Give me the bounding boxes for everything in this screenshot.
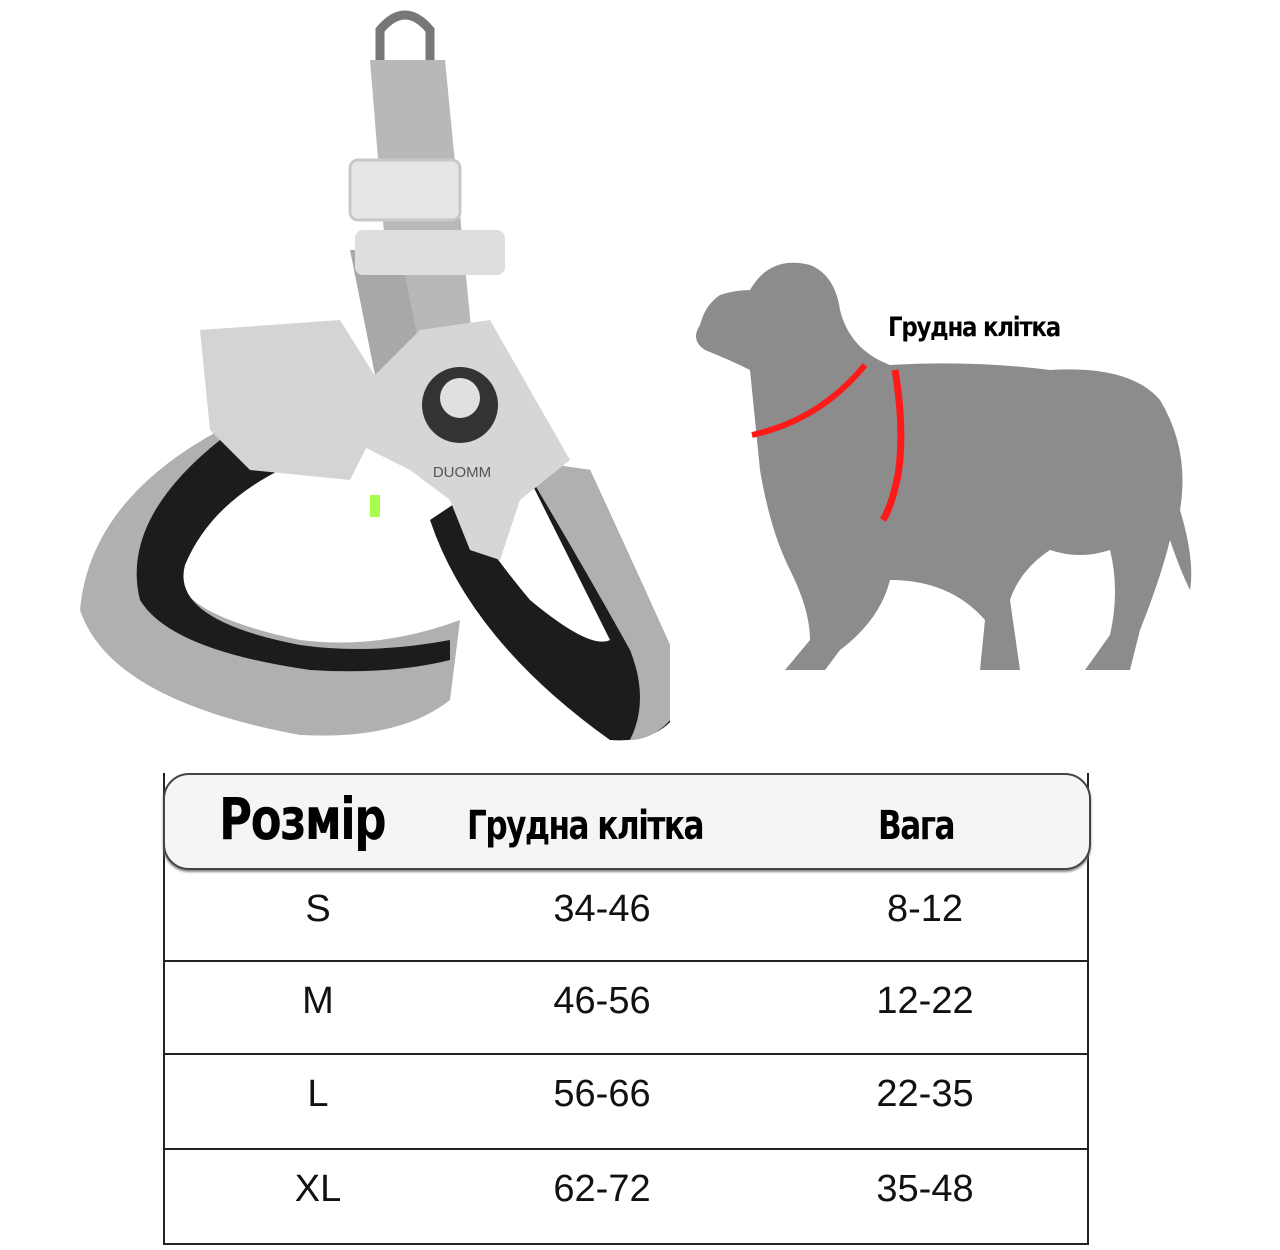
chest-girth-label: Грудна клітка <box>888 312 1061 343</box>
table-row: XL 62-72 35-48 <box>165 1148 1087 1242</box>
cell-chest: 62-72 <box>553 1168 651 1210</box>
table-row: M 46-56 12-22 <box>165 960 1087 1054</box>
cell-chest: 46-56 <box>553 980 651 1022</box>
harness-product-image: DUOMM <box>80 10 670 741</box>
table-row: S 34-46 8-12 <box>165 870 1087 964</box>
table-header: Розмір Грудна клітка Вага <box>163 773 1091 870</box>
header-chest: Грудна клітка <box>467 803 705 849</box>
cell-size: S <box>305 888 331 930</box>
cell-chest: 34-46 <box>553 888 651 930</box>
header-size: Розмір <box>219 785 387 853</box>
size-table: Розмір Грудна клітка Вага S 34-46 8-12 M… <box>163 773 1091 1245</box>
cell-chest: 56-66 <box>553 1073 651 1115</box>
cell-weight: 12-22 <box>876 980 974 1022</box>
cell-weight: 22-35 <box>876 1073 974 1115</box>
brand-logo-text: DUOMM <box>433 464 491 481</box>
cell-size: XL <box>294 1168 342 1210</box>
cell-weight: 35-48 <box>876 1168 974 1210</box>
cell-weight: 8-12 <box>886 888 964 930</box>
table-row: L 56-66 22-35 <box>165 1053 1087 1147</box>
header-weight: Вага <box>878 803 956 849</box>
cell-size: L <box>307 1073 329 1115</box>
cell-size: M <box>302 980 334 1022</box>
dog-silhouette-image <box>696 262 1192 670</box>
